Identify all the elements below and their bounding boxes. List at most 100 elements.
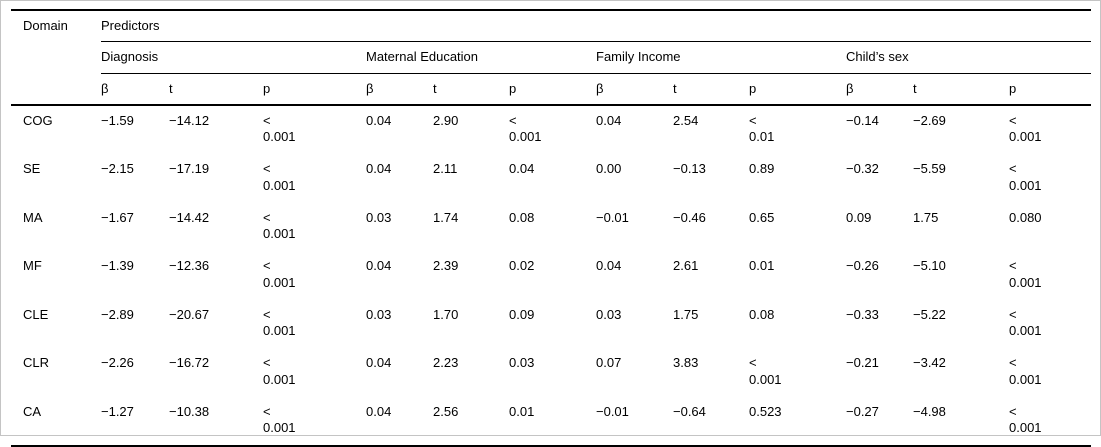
table-row: MF −1.39 −12.36 < 0.001 0.04 2.39 0.02 0… (11, 251, 1091, 300)
cell: 0.01 (749, 251, 846, 300)
cell: 0.04 (366, 161, 392, 177)
cell: −1.39 (101, 258, 134, 274)
cell: 0.04 (366, 112, 392, 128)
p-value: 0.080 (1009, 209, 1042, 225)
cell: −0.13 (673, 161, 706, 177)
cell: < 0.001 (263, 251, 366, 300)
p-value: 0.08 (749, 306, 775, 322)
cell: 1.70 (433, 306, 459, 322)
stat-header-beta: β (366, 73, 433, 106)
cell: −17.19 (169, 161, 210, 177)
table-row: CA −1.27 −10.38 < 0.001 0.04 2.56 0.01 −… (11, 397, 1091, 447)
stat-header-t: t (433, 73, 509, 106)
p-value: < 0.001 (263, 112, 296, 144)
row-domain: CLE (23, 306, 49, 322)
cell: −20.67 (169, 306, 210, 322)
cell: −4.98 (913, 403, 946, 419)
cell: 0.08 (509, 203, 596, 252)
p-value: 0.523 (749, 403, 782, 419)
row-domain: MF (23, 258, 42, 274)
cell: 0.04 (596, 112, 622, 128)
cell: −1.67 (101, 209, 134, 225)
stat-header-beta: β (101, 73, 169, 106)
cell: 2.54 (673, 112, 699, 128)
p-value: < 0.001 (263, 161, 296, 193)
header-row-groups: Diagnosis Maternal Education Family Inco… (11, 41, 1092, 74)
cell: 0.04 (596, 258, 622, 274)
cell: 2.61 (673, 258, 699, 274)
cell: 2.39 (433, 258, 459, 274)
cell: −0.01 (596, 209, 629, 225)
cell: < 0.001 (263, 348, 366, 397)
predictors-header: Predictors (101, 10, 1092, 43)
cell: 1.75 (673, 306, 699, 322)
cell: 0.04 (509, 154, 596, 203)
p-value: 0.03 (509, 355, 535, 371)
cell: 1.74 (433, 209, 459, 225)
cell: 0.03 (366, 209, 392, 225)
cell: −5.22 (913, 306, 946, 322)
p-value: < 0.001 (263, 306, 296, 338)
p-value: < 0.001 (263, 209, 296, 241)
p-value: 0.01 (749, 258, 775, 274)
p-value: < 0.001 (1009, 258, 1042, 290)
cell: −16.72 (169, 355, 210, 371)
p-value: < 0.001 (1009, 112, 1042, 144)
cell: −0.32 (846, 161, 879, 177)
p-value: < 0.001 (263, 355, 296, 387)
row-domain: CA (23, 403, 42, 419)
cell: < 0.001 (263, 300, 366, 349)
cell: < 0.001 (1009, 251, 1091, 300)
p-value: < 0.001 (1009, 355, 1042, 387)
stat-header-p: p (1009, 73, 1092, 106)
cell: < 0.001 (263, 105, 366, 155)
stat-header-t: t (913, 73, 1009, 106)
cell: −1.59 (101, 112, 134, 128)
cell: −0.46 (673, 209, 706, 225)
cell: < 0.001 (263, 397, 366, 447)
cell: < 0.001 (263, 203, 366, 252)
cell: 0.01 (509, 397, 596, 447)
cell: < 0.001 (1009, 105, 1091, 155)
p-value: < 0.001 (1009, 161, 1042, 193)
p-value: < 0.001 (1009, 403, 1042, 435)
row-domain: COG (23, 112, 53, 128)
cell: 0.080 (1009, 203, 1091, 252)
cell: 0.09 (846, 209, 872, 225)
cell: < 0.001 (1009, 154, 1091, 203)
group-header-childs-sex: Child’s sex (846, 41, 1092, 74)
cell: −0.14 (846, 112, 879, 128)
cell: −3.42 (913, 355, 946, 371)
p-value: < 0.001 (749, 355, 782, 387)
stat-header-beta: β (846, 73, 913, 106)
cell: −0.33 (846, 306, 879, 322)
p-value: < 0.001 (509, 112, 542, 144)
cell: 0.00 (596, 161, 622, 177)
table-row: CLR −2.26 −16.72 < 0.001 0.04 2.23 0.03 … (11, 348, 1091, 397)
cell: −10.38 (169, 403, 210, 419)
domain-column-header: Domain (11, 10, 101, 106)
table-row: COG −1.59 −14.12 < 0.001 0.04 2.90 < 0.0… (11, 105, 1091, 155)
p-value: 0.65 (749, 209, 775, 225)
cell: 0.04 (366, 355, 392, 371)
table-row: MA −1.67 −14.42 < 0.001 0.03 1.74 0.08 −… (11, 203, 1091, 252)
cell: 2.11 (433, 161, 458, 177)
cell: 0.03 (596, 306, 622, 322)
p-value: 0.09 (509, 306, 535, 322)
cell: 0.07 (596, 355, 622, 371)
table-row: SE −2.15 −17.19 < 0.001 0.04 2.11 0.04 0… (11, 154, 1091, 203)
cell: < 0.001 (263, 154, 366, 203)
cell: 0.03 (509, 348, 596, 397)
row-domain: SE (23, 161, 41, 177)
cell: −0.01 (596, 403, 629, 419)
cell: 1.75 (913, 209, 939, 225)
cell: 3.83 (673, 355, 699, 371)
cell: −0.21 (846, 355, 879, 371)
p-value: 0.01 (509, 403, 535, 419)
cell: −5.59 (913, 161, 946, 177)
cell: 0.523 (749, 397, 846, 447)
cell: 2.23 (433, 355, 459, 371)
p-value: 0.04 (509, 161, 535, 177)
cell: 2.56 (433, 403, 459, 419)
row-domain: CLR (23, 355, 50, 371)
